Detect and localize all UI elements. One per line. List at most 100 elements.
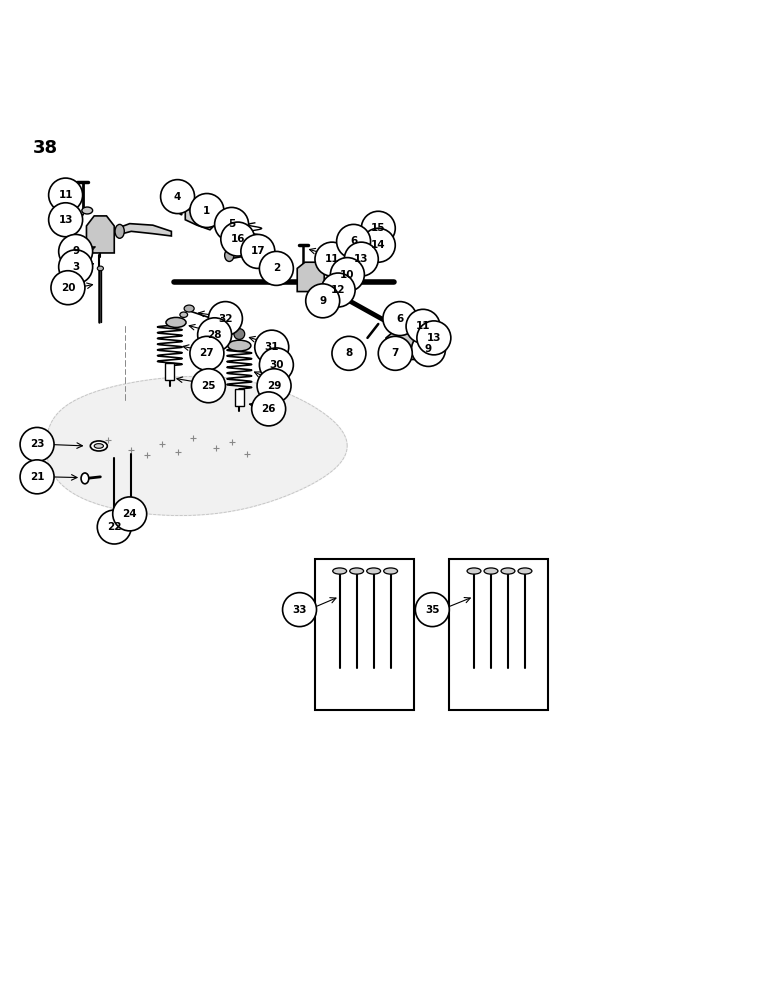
Circle shape	[97, 510, 131, 544]
Circle shape	[241, 234, 275, 268]
Bar	[449, 559, 548, 710]
Ellipse shape	[97, 266, 103, 271]
Text: 13: 13	[354, 254, 368, 264]
Ellipse shape	[180, 312, 188, 317]
Circle shape	[49, 203, 83, 237]
Circle shape	[259, 251, 293, 285]
Circle shape	[59, 234, 93, 268]
Ellipse shape	[299, 272, 311, 280]
Ellipse shape	[94, 444, 103, 448]
Text: 35: 35	[425, 605, 439, 615]
Text: 22: 22	[107, 522, 121, 532]
Circle shape	[344, 242, 378, 276]
Ellipse shape	[394, 329, 403, 335]
Polygon shape	[386, 330, 415, 359]
Circle shape	[315, 242, 349, 276]
Ellipse shape	[105, 521, 124, 529]
Circle shape	[59, 250, 93, 284]
Ellipse shape	[361, 248, 371, 255]
Ellipse shape	[81, 473, 89, 484]
Circle shape	[191, 369, 225, 403]
Text: 9: 9	[425, 344, 432, 354]
Circle shape	[361, 211, 395, 245]
Ellipse shape	[367, 568, 381, 574]
Ellipse shape	[228, 340, 251, 351]
Text: 27: 27	[200, 348, 214, 358]
Text: 8: 8	[345, 348, 353, 358]
Ellipse shape	[350, 352, 357, 358]
Text: 25: 25	[201, 381, 215, 391]
Text: 17: 17	[251, 246, 265, 256]
Circle shape	[215, 207, 249, 241]
Text: 16: 16	[231, 234, 245, 244]
Text: 9: 9	[72, 246, 80, 256]
Polygon shape	[228, 247, 276, 266]
Circle shape	[161, 180, 195, 214]
Circle shape	[330, 258, 364, 292]
Polygon shape	[297, 262, 324, 292]
Circle shape	[417, 321, 451, 355]
Circle shape	[321, 273, 355, 307]
Ellipse shape	[166, 317, 186, 327]
Text: 4: 4	[174, 192, 181, 202]
Ellipse shape	[350, 568, 364, 574]
Circle shape	[255, 330, 289, 364]
Ellipse shape	[225, 249, 234, 261]
Polygon shape	[117, 224, 171, 236]
Text: 5: 5	[228, 219, 235, 229]
Ellipse shape	[361, 238, 371, 244]
Circle shape	[198, 318, 232, 352]
Circle shape	[361, 228, 395, 262]
Circle shape	[113, 497, 147, 531]
Ellipse shape	[501, 568, 515, 574]
Circle shape	[411, 332, 445, 366]
Ellipse shape	[333, 568, 347, 574]
Text: 7: 7	[391, 348, 399, 358]
Circle shape	[51, 271, 85, 305]
Text: 30: 30	[269, 360, 283, 370]
Circle shape	[383, 302, 417, 336]
Circle shape	[257, 369, 291, 403]
Text: 11: 11	[325, 254, 339, 264]
Bar	[165, 363, 174, 380]
Ellipse shape	[214, 318, 222, 324]
Text: 23: 23	[30, 439, 44, 449]
Circle shape	[190, 336, 224, 370]
Ellipse shape	[115, 224, 124, 238]
Polygon shape	[185, 209, 215, 230]
Text: 12: 12	[331, 285, 345, 295]
Text: 21: 21	[30, 472, 44, 482]
Ellipse shape	[467, 568, 481, 574]
Bar	[315, 559, 414, 710]
Text: 29: 29	[267, 381, 281, 391]
Ellipse shape	[122, 513, 141, 521]
Text: 6: 6	[350, 236, 357, 246]
Circle shape	[252, 392, 286, 426]
Text: 24: 24	[123, 509, 137, 519]
Bar	[235, 389, 244, 406]
Polygon shape	[86, 216, 114, 253]
Text: 6: 6	[396, 314, 404, 324]
Ellipse shape	[384, 568, 398, 574]
Ellipse shape	[303, 265, 312, 271]
Text: 1: 1	[203, 206, 211, 216]
Circle shape	[337, 224, 371, 258]
Circle shape	[234, 329, 245, 339]
Ellipse shape	[82, 207, 93, 214]
Circle shape	[332, 336, 366, 370]
Text: 33: 33	[293, 605, 306, 615]
Text: 3: 3	[72, 262, 80, 272]
Text: 14: 14	[371, 240, 385, 250]
Ellipse shape	[484, 568, 498, 574]
Text: 9: 9	[319, 296, 327, 306]
Text: 38: 38	[32, 139, 58, 157]
Text: 2: 2	[273, 263, 280, 273]
Ellipse shape	[184, 305, 194, 312]
Circle shape	[306, 284, 340, 318]
Text: 31: 31	[265, 342, 279, 352]
Circle shape	[378, 336, 412, 370]
Text: 32: 32	[218, 314, 232, 324]
Circle shape	[20, 460, 54, 494]
Text: 26: 26	[262, 404, 276, 414]
Text: 13: 13	[427, 333, 441, 343]
